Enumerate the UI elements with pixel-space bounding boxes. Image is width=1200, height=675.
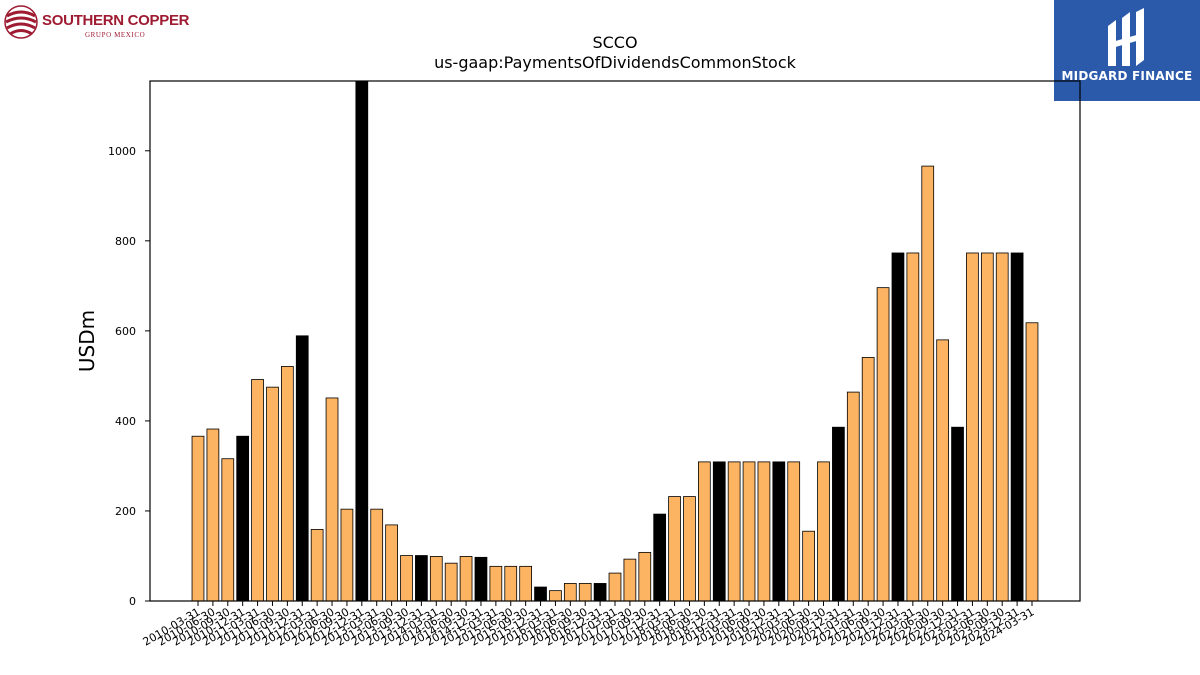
- bar: [891, 252, 905, 602]
- bar: [817, 461, 830, 602]
- bar: [757, 461, 771, 602]
- bar: [385, 524, 398, 602]
- bar: [832, 426, 845, 602]
- bar: [295, 335, 309, 602]
- bar: [1025, 322, 1039, 602]
- bar: [221, 458, 235, 602]
- bar: [653, 513, 667, 602]
- bar: [966, 252, 979, 602]
- y-tick-label: 0: [129, 595, 136, 608]
- y-tick-label: 800: [115, 235, 136, 248]
- bar: [861, 357, 875, 602]
- bars-group: [191, 80, 1039, 602]
- bar: [802, 530, 815, 602]
- bar: [593, 583, 607, 602]
- southern-copper-emblem-icon: [4, 5, 38, 39]
- bar: [415, 555, 428, 602]
- bar: [787, 461, 801, 602]
- bar: [236, 435, 250, 602]
- bar: [727, 461, 741, 602]
- y-axis: 0 200 400 600 800 1000: [108, 145, 150, 608]
- bar: [921, 165, 935, 602]
- midgard-emblem-icon: [1108, 8, 1144, 66]
- bar: [906, 252, 920, 602]
- bar: [251, 379, 264, 602]
- bar: [325, 397, 339, 602]
- chart-subtitle: us-gaap:PaymentsOfDividendsCommonStock: [434, 53, 797, 72]
- bar: [370, 508, 384, 602]
- bar: [698, 461, 711, 602]
- chart-title: SCCO: [592, 33, 637, 52]
- southern-copper-logo-name: SOUTHERN COPPER: [42, 12, 190, 29]
- bar: [191, 435, 205, 602]
- bar: [951, 426, 964, 602]
- y-tick-label: 600: [115, 325, 136, 338]
- bar: [578, 583, 592, 602]
- bar: [742, 461, 756, 602]
- bar: [638, 551, 652, 602]
- bar: [429, 556, 443, 602]
- bar: [340, 508, 354, 602]
- bar: [280, 366, 294, 602]
- southern-copper-logo-subtitle: GRUPO MEXICO: [85, 31, 146, 39]
- bar: [504, 565, 518, 602]
- y-tick-label: 1000: [108, 145, 136, 158]
- midgard-finance-logo: MIDGARD FINANCE: [1054, 0, 1200, 101]
- bar: [623, 558, 637, 602]
- y-tick-label: 200: [115, 505, 136, 518]
- bar: [846, 391, 860, 602]
- bar: [206, 428, 220, 602]
- bar: [489, 565, 503, 602]
- bar: [995, 252, 1009, 602]
- midgard-finance-logo-name: MIDGARD FINANCE: [1061, 69, 1193, 83]
- bar: [608, 572, 622, 602]
- bar: [444, 562, 458, 602]
- bar: [668, 496, 681, 602]
- bar: [712, 461, 726, 602]
- bar: [400, 555, 413, 602]
- bar: [683, 496, 696, 602]
- y-tick-label: 400: [115, 415, 136, 428]
- bar: [310, 529, 324, 602]
- bar: [563, 583, 577, 602]
- bar: [534, 586, 547, 602]
- x-axis: 2010-03-312010-06-302010-09-302010-12-31…: [141, 601, 1037, 649]
- bar: [876, 287, 890, 602]
- southern-copper-logo: SOUTHERN COPPER GRUPO MEXICO: [4, 4, 194, 44]
- bar: [474, 556, 488, 602]
- bar: [936, 339, 950, 602]
- bar: [980, 252, 994, 602]
- bar: [1010, 252, 1024, 602]
- y-axis-label: USDm: [75, 310, 99, 372]
- bar: [772, 461, 786, 602]
- bar: [549, 590, 562, 602]
- plot-frame: [149, 80, 1081, 602]
- bar: [266, 386, 279, 602]
- bar: [459, 556, 473, 602]
- bar: [355, 80, 369, 602]
- bar: [519, 565, 533, 602]
